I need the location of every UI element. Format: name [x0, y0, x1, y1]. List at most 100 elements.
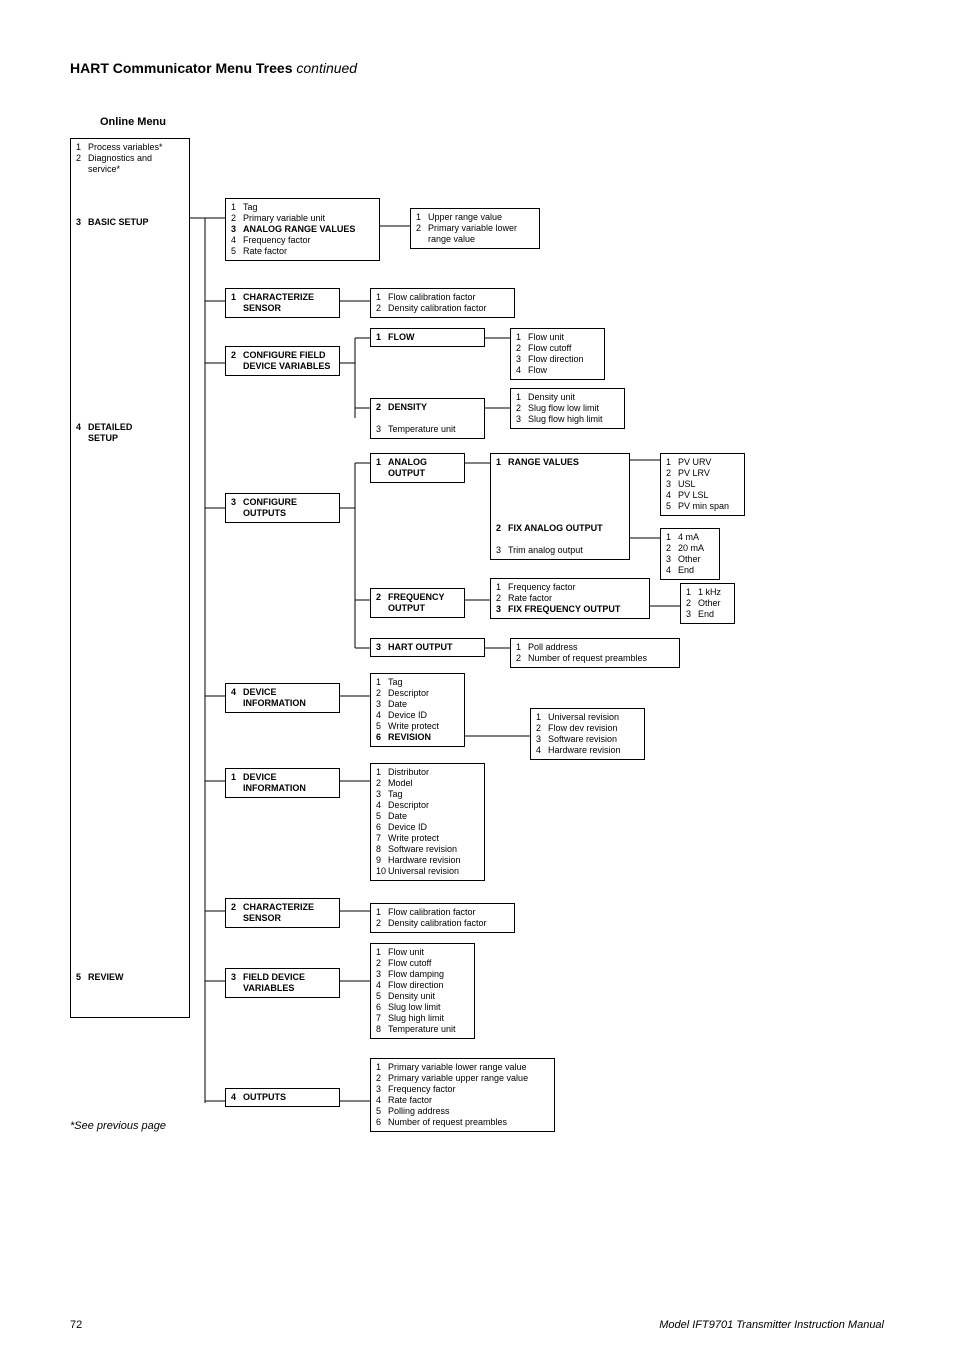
row-number: 3 [516, 354, 528, 365]
menu-row: 3Other [666, 554, 714, 565]
row-label: Universal revision [548, 712, 619, 723]
menu-row: 1Flow calibration factor [376, 292, 509, 303]
menu-row: 9Hardware revision [376, 855, 479, 866]
row-number: 3 [76, 217, 88, 228]
row-label: Tag [388, 677, 403, 688]
row-label: Density unit [388, 991, 435, 1002]
row-number: 1 [376, 677, 388, 688]
row-number: 2 [376, 958, 388, 969]
menu-row: 2Model [376, 778, 479, 789]
row-number: 2 [376, 778, 388, 789]
row-number: 2 [76, 153, 88, 164]
menu-row: 6Slug low limit [376, 1002, 469, 1013]
menu-row: 4OUTPUTS [231, 1092, 334, 1103]
menu-row: 1ANALOG OUTPUT [376, 457, 459, 479]
menu-box-density_head: 2DENSITY 3Temperature unit [370, 398, 485, 439]
row-label: Date [388, 811, 407, 822]
row-label: Date [388, 699, 407, 710]
menu-row: 1Flow unit [376, 947, 469, 958]
row-number: 3 [666, 479, 678, 490]
row-label: Flow cutoff [528, 343, 571, 354]
row-number: 3 [496, 604, 508, 615]
row-label: Polling address [388, 1106, 450, 1117]
menu-row: 4Descriptor [376, 800, 479, 811]
row-label: Other [678, 554, 701, 565]
row-label: Upper range value [428, 212, 502, 223]
row-number: 2 [376, 303, 388, 314]
row-number: 6 [376, 1117, 388, 1128]
menu-row: 2FIX ANALOG OUTPUT [496, 523, 624, 534]
menu-box-range_values_head: 1RANGE VALUES 2FIX ANALOG OUTPUT 3Trim a… [490, 453, 630, 560]
row-number: 4 [231, 1092, 243, 1103]
row-number: 1 [376, 292, 388, 303]
menu-box-hart_output: 3HART OUTPUT [370, 638, 485, 657]
row-label: FIX FREQUENCY OUTPUT [508, 604, 620, 615]
row-number: 2 [376, 402, 388, 413]
row-number: 8 [376, 1024, 388, 1035]
row-label: RANGE VALUES [508, 457, 579, 468]
menu-row: 1PV URV [666, 457, 739, 468]
menu-row [496, 501, 624, 512]
row-number: 4 [231, 687, 243, 698]
row-number: 1 [231, 202, 243, 213]
row-label: CHARACTERIZE SENSOR [243, 292, 336, 314]
row-label: 4 mA [678, 532, 699, 543]
menu-row [496, 479, 624, 490]
row-number: 6 [376, 732, 388, 743]
row-label: Poll address [528, 642, 578, 653]
row-number: 2 [516, 403, 528, 414]
menu-box-rev_device_info: 1DEVICE INFORMATION [225, 768, 340, 798]
menu-row [496, 490, 624, 501]
row-label: Density calibration factor [388, 303, 487, 314]
row-label: Flow damping [388, 969, 444, 980]
menu-row: 220 mA [666, 543, 714, 554]
menu-row: 3USL [666, 479, 739, 490]
menu-row: 14 mA [666, 532, 714, 543]
row-number: 2 [536, 723, 548, 734]
menu-row: 2CONFIGURE FIELD DEVICE VARIABLES [231, 350, 334, 372]
row-number: 10 [376, 866, 388, 877]
row-label: Hardware revision [548, 745, 621, 756]
row-number: 6 [376, 822, 388, 833]
row-number: 2 [376, 1073, 388, 1084]
row-number: 1 [376, 767, 388, 778]
row-label: Flow calibration factor [388, 292, 476, 303]
menu-row: 5Polling address [376, 1106, 549, 1117]
menu-row: 10Universal revision [376, 866, 479, 877]
row-label: Rate factor [508, 593, 552, 604]
row-label: FLOW [388, 332, 415, 343]
row-number: 4 [231, 235, 243, 246]
menu-row: 3End [686, 609, 729, 620]
menu-row: 1Distributor [376, 767, 479, 778]
row-label: Software revision [388, 844, 457, 855]
row-label: Distributor [388, 767, 429, 778]
row-label: Device ID [388, 822, 427, 833]
row-label: Flow calibration factor [388, 907, 476, 918]
menu-box-fix_freq_sub: 11 kHz2Other3End [680, 583, 735, 624]
row-label: Slug flow high limit [528, 414, 603, 425]
row-label: PV URV [678, 457, 711, 468]
menu-row: 1Flow calibration factor [376, 907, 509, 918]
row-number: 1 [231, 772, 243, 783]
menu-row: 1RANGE VALUES [496, 457, 624, 468]
menu-row: 1CHARACTERIZE SENSOR [231, 292, 334, 314]
menu-row: 1Primary variable lower range value [376, 1062, 549, 1073]
row-number: 1 [231, 292, 243, 303]
menu-tree-diagram: 1Process variables*2Diagnostics andservi… [70, 138, 890, 1198]
row-label: Frequency factor [243, 235, 311, 246]
row-number: 1 [516, 392, 528, 403]
menu-box-revision_sub: 1Universal revision2Flow dev revision3So… [530, 708, 645, 760]
menu-row: 8Temperature unit [376, 1024, 469, 1035]
row-number: 3 [231, 497, 243, 508]
row-label: Diagnostics and [88, 153, 152, 164]
row-label: HART OUTPUT [388, 642, 453, 653]
row-number: 2 [231, 213, 243, 224]
footnote: *See previous page [70, 1120, 166, 1132]
row-label: Write protect [388, 721, 439, 732]
menu-box-config_outputs: 3CONFIGURE OUTPUTS [225, 493, 340, 523]
menu-row: 1FLOW [376, 332, 479, 343]
row-label: Primary variable upper range value [388, 1073, 528, 1084]
row-label: Flow direction [388, 980, 444, 991]
row-label: Primary variable lower range value [388, 1062, 527, 1073]
menu-row: 2Flow cutoff [376, 958, 469, 969]
